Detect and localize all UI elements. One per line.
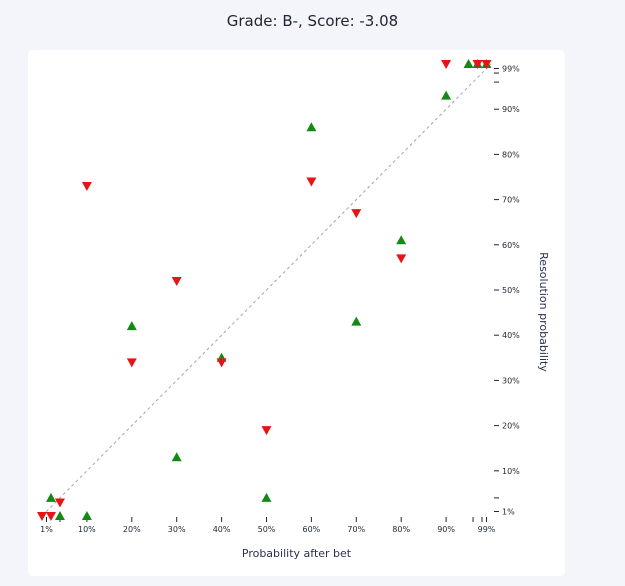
down-triangle-point	[306, 177, 317, 187]
y-tick-label: 20%	[502, 422, 520, 431]
y-tick-label: 10%	[502, 467, 520, 476]
x-tick-label: 30%	[168, 525, 186, 534]
up-triangle-point	[261, 492, 272, 502]
chart-card: 1% 10% 20% 30% 40% 50% 60% 70% 80% 90% 99% 1% 10% 20%…	[28, 50, 565, 576]
chart-title: Grade: B-, Score: -3.08	[226, 12, 399, 30]
scatter-chart: 1% 10% 20% 30% 40% 50% 60% 70% 80% 90% 99% 1% 10% 20%…	[37, 59, 550, 560]
up-triangle-point	[45, 492, 56, 502]
down-triangle-point	[351, 209, 362, 219]
x-tick-label: 60%	[303, 525, 321, 534]
down-triangle-point	[261, 426, 272, 436]
up-triangle-point	[126, 321, 137, 331]
down-triangle-point	[126, 358, 137, 368]
up-triangle-point	[396, 235, 407, 245]
down-triangle-point	[441, 60, 452, 69]
y-tick-label: 30%	[502, 376, 520, 385]
up-triangle-point	[81, 511, 92, 520]
x-tick-label: 70%	[347, 525, 365, 534]
down-triangle-point	[37, 512, 47, 521]
y-tick-label: 90%	[502, 105, 520, 114]
y-tick-label: 99%	[502, 65, 520, 74]
x-tick-label: 80%	[392, 525, 410, 534]
down-triangle-point	[171, 276, 182, 286]
down-triangle-point	[81, 182, 92, 192]
down-triangle-point	[45, 512, 56, 521]
x-tick-label: 20%	[123, 525, 141, 534]
up-triangle-point	[171, 452, 182, 462]
down-triangle-point	[481, 60, 492, 69]
x-axis-title: Probability after bet	[242, 547, 352, 560]
up-triangle-point	[463, 59, 474, 68]
down-triangle-point	[396, 254, 407, 264]
x-tick-label: 40%	[213, 525, 231, 534]
y-tick-label: 50%	[502, 286, 520, 295]
y-tick-label: 40%	[502, 331, 520, 340]
x-tick-label: 10%	[78, 525, 96, 534]
down-triangle-point	[54, 498, 65, 508]
up-triangle-point	[54, 511, 65, 520]
x-tick-label: 1%	[40, 525, 53, 534]
up-triangle-point	[306, 122, 317, 132]
down-triangle-point	[472, 60, 483, 69]
y-tick-label: 80%	[502, 150, 520, 159]
y-tick-label: 1%	[502, 507, 515, 516]
x-tick-label: 99%	[478, 525, 496, 534]
diagonal-reference-line	[41, 63, 492, 517]
down-triangle-point	[216, 358, 227, 368]
up-triangle-point	[441, 90, 452, 100]
y-tick-label: 60%	[502, 241, 520, 250]
y-axis-title: Resolution probability	[537, 252, 550, 372]
x-tick-label: 50%	[258, 525, 276, 534]
y-tick-label: 70%	[502, 196, 520, 205]
up-triangle-point	[351, 316, 362, 326]
x-tick-label: 90%	[437, 525, 455, 534]
